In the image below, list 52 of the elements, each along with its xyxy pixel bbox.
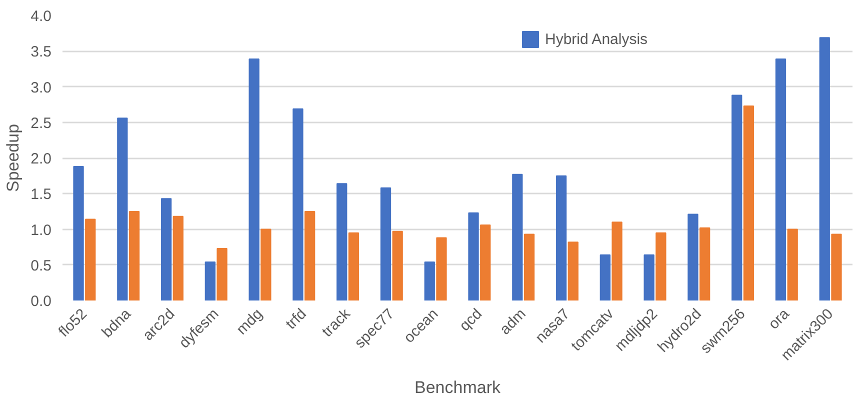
legend-label: Hybrid Analysis bbox=[545, 30, 648, 48]
bar bbox=[172, 216, 184, 300]
bar bbox=[612, 222, 622, 300]
x-tick-label: adm bbox=[496, 305, 530, 338]
x-tick-label: qcd bbox=[456, 305, 486, 335]
y-tick-label: 0.0 bbox=[30, 293, 52, 310]
bar bbox=[775, 58, 786, 300]
bar bbox=[73, 166, 84, 300]
bar bbox=[336, 183, 348, 300]
y-tick-label: 3.0 bbox=[30, 79, 52, 96]
y-tick-label: 2.0 bbox=[30, 150, 52, 168]
bar bbox=[600, 254, 611, 300]
bar bbox=[348, 232, 360, 300]
bar bbox=[117, 118, 128, 300]
bar bbox=[732, 94, 742, 300]
x-axis-title: Benchmark bbox=[414, 378, 501, 398]
bar bbox=[568, 242, 578, 300]
bar bbox=[204, 262, 216, 300]
bar bbox=[688, 214, 698, 300]
y-tick-label: 4.0 bbox=[30, 8, 52, 25]
bar bbox=[392, 230, 403, 300]
x-tick-label: mdg bbox=[233, 305, 266, 338]
bar bbox=[292, 108, 304, 300]
bar bbox=[743, 105, 754, 300]
y-tick-label: 3.5 bbox=[30, 44, 52, 61]
bar bbox=[699, 227, 710, 300]
bar bbox=[556, 175, 567, 300]
bar bbox=[512, 174, 523, 300]
bar bbox=[160, 198, 172, 300]
bar bbox=[304, 210, 316, 300]
bar bbox=[85, 218, 96, 300]
bar bbox=[380, 187, 392, 300]
bar bbox=[656, 232, 666, 300]
bar bbox=[819, 37, 830, 300]
bar bbox=[260, 228, 272, 300]
y-tick-label: 1.0 bbox=[30, 222, 52, 239]
y-axis-title: Speedup bbox=[4, 124, 23, 192]
x-tick-label: trfd bbox=[282, 305, 310, 333]
y-tick-label: 2.5 bbox=[30, 114, 52, 132]
bar bbox=[424, 262, 435, 300]
bar bbox=[436, 237, 447, 300]
bar bbox=[468, 212, 479, 300]
bar bbox=[787, 228, 798, 300]
y-tick-label: 0.5 bbox=[30, 257, 52, 274]
bar bbox=[644, 254, 654, 300]
y-tick-label: 1.5 bbox=[30, 186, 52, 204]
bar bbox=[524, 234, 535, 300]
bar bbox=[480, 224, 491, 300]
bar bbox=[831, 234, 842, 300]
bar bbox=[128, 210, 140, 300]
bar bbox=[248, 58, 260, 300]
bar bbox=[216, 248, 228, 300]
